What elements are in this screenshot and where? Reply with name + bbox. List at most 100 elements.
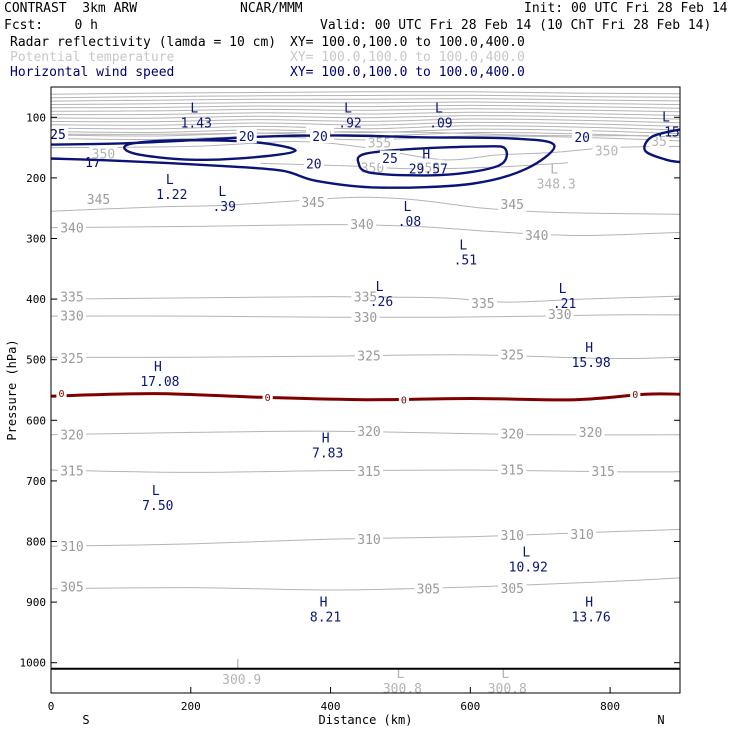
- x-tick-label: 0: [48, 700, 55, 713]
- theta-label-335-bg: [57, 288, 87, 304]
- extremum-marker: L: [559, 282, 567, 297]
- theta-label-345-bg: [298, 194, 328, 210]
- theta-label-335-bg: [468, 295, 498, 311]
- extremum-value: 17.08: [140, 375, 179, 390]
- theta-label-345: 345: [87, 193, 110, 208]
- upper-theta-line: [50, 115, 681, 120]
- y-tick-label: 1000: [20, 657, 47, 670]
- wind-contours: 20 20 20 20 25: [50, 128, 681, 189]
- wind-contour-25: [356, 145, 509, 177]
- wind-label-20: 20: [306, 158, 322, 173]
- upper-contour-label: 350: [417, 161, 440, 176]
- theta-label-345-bg: [498, 196, 527, 212]
- theta-label-330-bg: [545, 306, 574, 322]
- field-name-wind: Horizontal wind speed: [10, 65, 175, 80]
- wind-label-20: 20: [312, 130, 328, 145]
- extremum-value: 8.21: [310, 610, 341, 625]
- upper-theta-line: [50, 94, 681, 99]
- x-tick-label: 600: [460, 700, 480, 713]
- theta-contour-305: [50, 577, 681, 591]
- y-tick-label: 800: [26, 536, 46, 549]
- theta-label-345-bg: [84, 191, 113, 206]
- extremum-value: .15: [656, 126, 679, 141]
- extremum-marker: L: [404, 200, 412, 215]
- upper-theta-line: [50, 111, 681, 116]
- extremum-value: .08: [398, 215, 421, 230]
- theta-label-325-bg: [57, 350, 87, 366]
- freezing-level-label: 0: [401, 395, 407, 406]
- theta-minimum-value: 348.3: [537, 178, 576, 193]
- upper-theta-line: [50, 118, 681, 124]
- extremum-value: .51: [454, 253, 477, 268]
- extremum-value: .92: [338, 116, 361, 131]
- upper-theta-line: [50, 121, 681, 127]
- extremum-marker: L: [376, 280, 384, 295]
- extremum-value: 10.92: [509, 561, 548, 576]
- theta-label-340: 340: [350, 218, 373, 233]
- extremum-value: 7.50: [142, 499, 173, 514]
- upper-contour-label: 350: [92, 147, 115, 162]
- extremum-marker: L: [344, 101, 352, 116]
- freezing-level-label-bg: [262, 391, 273, 403]
- theta-label-315-bg: [354, 463, 384, 479]
- theta-label-310: 310: [357, 533, 380, 548]
- upper-contour-label: 355: [368, 136, 391, 151]
- theta-contour-345: [50, 196, 681, 215]
- upper-contour-label-bg: [592, 142, 621, 158]
- theta-label-335: 335: [471, 297, 494, 312]
- theta-label-320: 320: [501, 427, 524, 442]
- extremum-value: .39: [212, 200, 235, 215]
- y-tick-label: 700: [26, 475, 46, 488]
- wind-label-20: 20: [574, 131, 590, 146]
- upper-contour-label-bg: [365, 134, 394, 150]
- theta-label-305-bg: [57, 578, 87, 594]
- wind-label-20-bg: [572, 129, 593, 145]
- theta-contours: 345 345 345 340 340 340 335 335 335 330 330 330 325 3…: [47, 125, 681, 597]
- theta-label-335-bg: [351, 288, 380, 304]
- wind-label-20-bg: [303, 155, 324, 171]
- extremum-value: 1.22: [156, 188, 187, 203]
- theta-label-325-bg: [498, 346, 527, 362]
- theta-label-330: 330: [548, 308, 571, 323]
- theta-minimum-value: 300.8: [488, 682, 527, 697]
- extremum-value: 13.76: [572, 610, 611, 625]
- y-tick-label: 200: [26, 172, 46, 185]
- theta-label-345: 345: [301, 196, 324, 211]
- upper-contour-label-bg: [47, 126, 69, 142]
- theta-label-340-bg: [522, 227, 551, 243]
- upper-contour-label: 25: [50, 128, 66, 143]
- theta-label-310: 310: [570, 528, 593, 543]
- theta-label-325: 325: [501, 349, 524, 364]
- theta-label-315: 315: [501, 464, 524, 479]
- upper-contour-label-bg: [648, 133, 670, 149]
- forecast-hour: Fcst: 0 h: [4, 18, 98, 33]
- theta-contour-340: [50, 224, 681, 237]
- freezing-level-label-bg: [630, 388, 641, 400]
- upper-theta-line: [50, 91, 681, 95]
- extremum-marker: L: [166, 173, 174, 188]
- extremum-marker: H: [154, 360, 162, 375]
- extremum-marker: L: [190, 101, 198, 116]
- theta-label-305: 305: [417, 582, 440, 597]
- wind-contour-20: [50, 134, 556, 189]
- extremum-marker: H: [320, 595, 328, 610]
- upper-contour-label: 350: [595, 144, 618, 159]
- theta-label-315-bg: [589, 463, 618, 479]
- wind-label-20: 20: [239, 130, 255, 145]
- theta-minimum-marker: L: [236, 658, 244, 673]
- freezing-level-line: [50, 392, 681, 402]
- theta-label-310-bg: [568, 526, 597, 542]
- upper-theta-line: [50, 108, 681, 113]
- theta-label-335: 335: [60, 290, 83, 305]
- theta-label-340-bg: [347, 216, 377, 232]
- theta-label-325: 325: [60, 352, 83, 367]
- theta-contour-320: [50, 430, 681, 436]
- north-end-label: N: [657, 713, 664, 727]
- theta-label-335: 335: [354, 290, 377, 305]
- extremum-marker: H: [585, 595, 593, 610]
- theta-label-320-bg: [576, 424, 605, 440]
- extremum-marker: L: [522, 546, 530, 561]
- freezing-level-label: 0: [632, 390, 638, 401]
- theta-label-340: 340: [60, 221, 83, 236]
- extremum-value: .26: [370, 295, 393, 310]
